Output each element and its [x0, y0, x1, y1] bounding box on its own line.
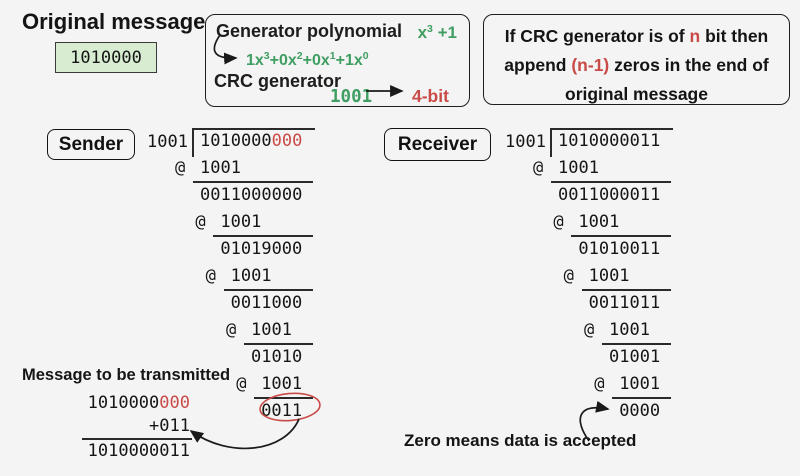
division-bracket-line [550, 128, 673, 130]
crc-rule-note-box: If CRC generator is of n bit then append… [483, 14, 790, 105]
xor-symbol: @ [175, 158, 186, 178]
original-message-box: 1010000 [55, 42, 157, 73]
xor-symbol: @ [553, 212, 564, 232]
xor-operand: 1001 [220, 212, 262, 232]
text-segment: zeros in the end of [609, 55, 769, 75]
xor-symbol: @ [226, 320, 237, 340]
division-bracket-bar [550, 128, 552, 157]
generator-polynomial-box: Generator polynomial x3 +1 1x3+0x2+0x1+1… [205, 14, 470, 107]
xor-symbol: @ [205, 266, 216, 286]
remainder: 01001 [609, 347, 661, 367]
xor-symbol: @ [584, 320, 595, 340]
highlighted-text: n [689, 26, 701, 46]
text-segment: x [417, 23, 428, 42]
remainder: 01019000 [220, 239, 303, 259]
text-segment: 1010000 [87, 393, 160, 413]
xor-operand: 1001 [230, 266, 272, 286]
text-segment: +1x [335, 52, 363, 69]
division-bracket-line [192, 128, 315, 130]
divisor: 1001 [147, 132, 188, 152]
xor-operand: 1001 [261, 374, 303, 394]
text-segment: original message [565, 84, 708, 104]
crc-generator-bits: 4-bit [412, 86, 449, 106]
xor-operand: 1001 [251, 320, 292, 340]
xor-symbol: @ [533, 158, 544, 178]
page-title: Original message [22, 9, 206, 34]
transmit-result: 1010000011 [87, 441, 190, 461]
text-segment: 2 [296, 50, 303, 62]
xor-operand: 1001 [588, 266, 630, 286]
subtraction-line [602, 343, 671, 345]
subtraction-line [571, 235, 671, 237]
sender-label: Sender [47, 129, 135, 160]
text-segment: 1x [246, 52, 264, 69]
xor-operand: 1001 [578, 212, 620, 232]
receiver-label: Receiver [384, 128, 491, 161]
transmit-label: Message to be transmitted [22, 366, 231, 384]
text-segment: bit then [700, 26, 769, 46]
subtraction-line [223, 289, 313, 291]
subtraction-line [244, 343, 313, 345]
text-segment: append [504, 55, 572, 75]
transmit-sum-line [82, 438, 192, 440]
generator-polynomial-title: Generator polynomial [216, 21, 403, 41]
remainder: 0011000 [230, 293, 303, 313]
transmit-sum-block: 1010000000 +011 [60, 392, 190, 438]
text-segment: +0x [302, 52, 330, 69]
transmit-crc-addend: +011 [149, 416, 190, 436]
xor-operand: 1001 [609, 320, 650, 340]
xor-symbol: @ [195, 212, 206, 232]
remainder: 0011000011 [558, 185, 661, 205]
text-segment: +0x [269, 52, 297, 69]
xor-operand: 1001 [200, 158, 241, 178]
crc-generator-value: 1001 [330, 87, 373, 107]
text-segment: 1 [329, 50, 336, 62]
remainder: 0011011 [588, 293, 661, 313]
data-bits: 1010000 [200, 131, 272, 151]
note-line-2: append (n-1) zeros in the end of [484, 51, 789, 80]
text-segment: +1 [432, 23, 457, 42]
remainder: 0000 [619, 401, 661, 421]
text-segment: 0 [362, 50, 369, 62]
text-segment: If CRC generator is of [504, 26, 690, 46]
note-line-3: original message [484, 80, 789, 109]
subtraction-line [193, 181, 313, 183]
crc-generator-label: CRC generator [214, 71, 342, 91]
original-message-value: 1010000 [70, 47, 142, 68]
transmit-addend: 1010000000 [60, 392, 190, 415]
subtraction-line [612, 397, 671, 399]
xor-symbol: @ [594, 374, 605, 394]
text-segment: 3 [427, 23, 433, 35]
generator-polynomial-expanded: 1x3+0x2+0x1+1x0 [246, 50, 369, 70]
xor-operand: 1001 [558, 158, 599, 178]
xor-symbol: @ [563, 266, 574, 286]
text-segment: 3 [263, 50, 270, 62]
zero-accepted-note: Zero means data is accepted [404, 431, 637, 450]
division-bracket-bar [192, 128, 194, 157]
xor-operand: 1001 [619, 374, 661, 394]
subtraction-line [213, 235, 313, 237]
note-line-1: If CRC generator is of n bit then [484, 22, 789, 51]
divisor: 1001 [505, 132, 546, 152]
remainder: 01010 [251, 347, 303, 367]
remainder: 0011000000 [200, 185, 303, 205]
highlighted-text: (n-1) [571, 55, 610, 75]
remainder: 01010011 [578, 239, 661, 259]
dividend: 1010000000 [200, 131, 302, 152]
highlighted-text: 000 [159, 393, 190, 413]
appended-zeros: 000 [271, 131, 303, 151]
dividend: 1010000011 [558, 131, 661, 151]
subtraction-line [581, 289, 671, 291]
subtraction-line [551, 181, 671, 183]
generator-polynomial-short: x3 +1 [418, 23, 457, 43]
xor-symbol: @ [236, 374, 247, 394]
